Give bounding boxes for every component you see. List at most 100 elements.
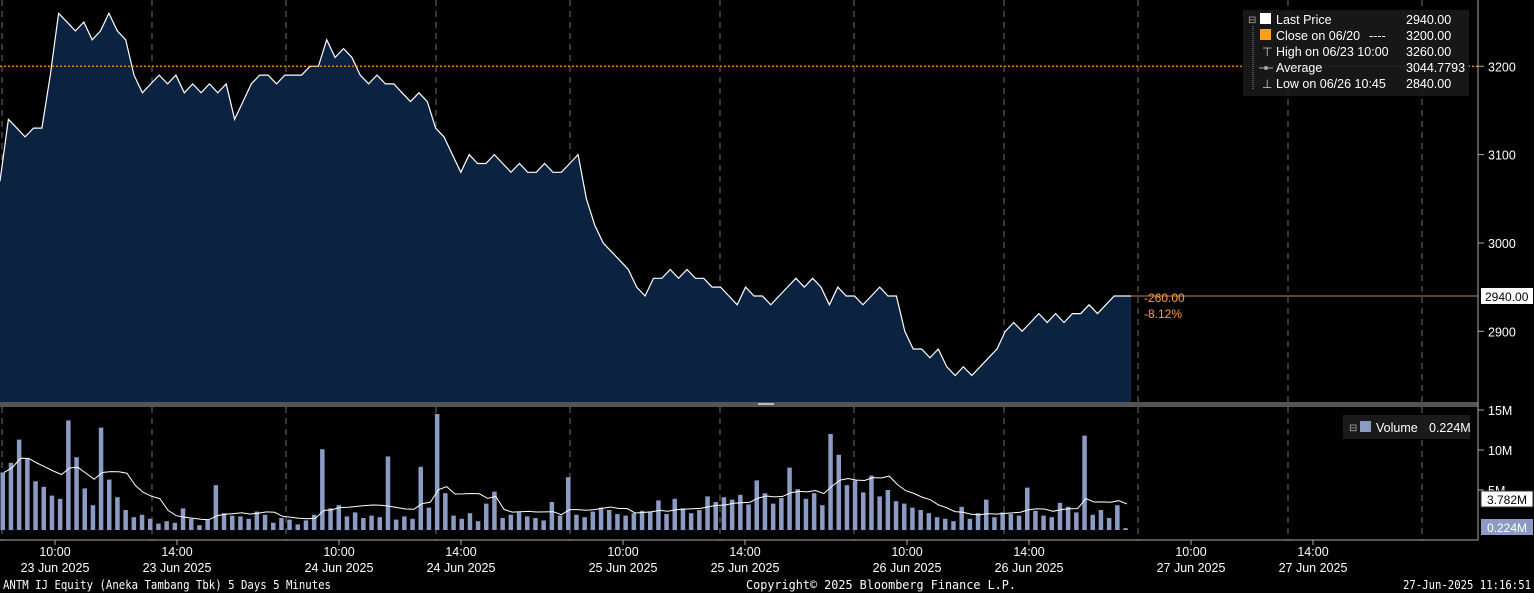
volume-bar	[98, 427, 104, 530]
change-value: -260.00	[1144, 291, 1185, 305]
volume-bar	[1049, 517, 1054, 530]
volume-bar	[238, 516, 243, 530]
volume-bar	[549, 502, 555, 530]
x-tick-date: 24 Jun 2025	[427, 561, 496, 575]
volume-bar	[361, 518, 366, 530]
volume-bar	[8, 462, 14, 530]
volume-bar	[1033, 510, 1038, 530]
volume-legend[interactable]: ⊟ Volume 0.224M	[1343, 415, 1471, 439]
volume-bar	[902, 503, 907, 530]
volume-bar	[992, 517, 997, 530]
volume-bar	[557, 515, 563, 530]
legend-high-label: High on 06/23 10:00	[1276, 45, 1389, 59]
x-tick-time: 14:00	[445, 545, 476, 559]
volume-bar	[672, 498, 677, 530]
volume-bar	[656, 500, 661, 530]
volume-bar	[434, 414, 440, 530]
volume-bar	[443, 493, 448, 530]
divider-handle[interactable]	[758, 403, 774, 405]
last-price-swatch	[1260, 13, 1271, 24]
legend-close-dash: ----	[1369, 29, 1386, 43]
volume-bar	[738, 494, 743, 530]
volume-bar	[844, 485, 850, 530]
volume-bar	[533, 518, 538, 530]
volume-bar	[869, 475, 874, 530]
volume-legend-collapse-icon[interactable]: ⊟	[1349, 423, 1357, 434]
volume-bar	[1074, 512, 1079, 530]
volume-bar	[574, 514, 579, 530]
volume-bar	[754, 480, 759, 530]
volume-bar	[41, 486, 46, 530]
volume-bar	[541, 520, 546, 530]
volume-last-tag: 0.224M	[1481, 519, 1533, 535]
volume-bar	[623, 515, 628, 530]
volume-bar	[721, 497, 727, 530]
volume-bar	[139, 514, 145, 530]
volume-bar	[1008, 514, 1014, 530]
volume-bar	[926, 513, 932, 530]
volume-bar	[607, 510, 612, 530]
volume-bar	[344, 516, 350, 530]
volume-bar	[615, 514, 620, 530]
volume-bar	[254, 511, 260, 530]
volume-bar	[311, 514, 317, 530]
volume-bar	[836, 454, 841, 530]
volume-bar	[271, 522, 276, 530]
volume-bar	[984, 499, 989, 530]
volume-swatch	[1360, 421, 1371, 432]
volume-bar	[148, 518, 153, 530]
volume-ma-tag: 3.782M	[1480, 490, 1534, 508]
volume-bar	[402, 516, 407, 530]
volume-bar	[820, 505, 825, 530]
x-tick-time: 14:00	[1297, 545, 1328, 559]
volume-bar	[336, 505, 341, 530]
volume-bar	[1123, 528, 1128, 530]
volume-bar	[49, 495, 55, 530]
price-area	[0, 13, 1131, 403]
panel-divider[interactable]	[0, 402, 1478, 407]
legend-low-label: Low on 06/26 10:45	[1276, 77, 1386, 91]
volume-bar	[221, 513, 227, 530]
volume-bar	[189, 518, 194, 530]
high-marker-icon: ⊤	[1262, 45, 1272, 59]
volume-bar	[295, 524, 300, 530]
volume-bar	[852, 480, 858, 530]
legend-collapse-icon[interactable]: ⊟	[1248, 15, 1256, 26]
volume-bar	[492, 491, 497, 530]
volume-bar	[328, 508, 333, 530]
legend-low-value: 2840.00	[1406, 77, 1451, 91]
volume-bar	[123, 510, 128, 530]
x-tick-date: 26 Jun 2025	[873, 561, 942, 575]
legend-last-price-value: 2940.00	[1406, 13, 1451, 27]
volume-bar	[1025, 487, 1030, 530]
volume-bar	[697, 510, 702, 530]
x-tick-date: 25 Jun 2025	[589, 561, 658, 575]
volume-bar	[57, 498, 63, 530]
x-tick-date: 27 Jun 2025	[1279, 561, 1348, 575]
volume-bar	[1057, 502, 1063, 530]
volume-bar	[230, 515, 235, 530]
volume-bar	[16, 439, 22, 530]
last-price-tag: 2940.00	[1481, 287, 1533, 304]
volume-bar	[459, 518, 464, 530]
volume-moving-average	[3, 457, 1128, 521]
volume-bar	[115, 497, 120, 530]
volume-bar	[180, 508, 186, 530]
change-percent: -8.12%	[1144, 307, 1182, 321]
volume-y-tick-label: 10M	[1488, 444, 1512, 458]
volume-bar	[131, 517, 137, 530]
x-tick-date: 24 Jun 2025	[305, 561, 374, 575]
volume-bar	[385, 456, 391, 530]
volume-bar	[762, 493, 768, 530]
price-legend[interactable]: ⊟ Last Price 2940.00 Close on 06/20 ----…	[1243, 10, 1469, 96]
volume-bar	[1041, 515, 1046, 530]
footer-security: ANTM IJ Equity (Aneka Tambang Tbk) 5 Day…	[3, 578, 331, 592]
volume-bar	[475, 521, 481, 530]
volume-bar	[877, 496, 882, 530]
volume-bar	[1016, 515, 1022, 530]
volume-bar	[967, 518, 973, 530]
volume-bar	[951, 521, 956, 530]
volume-bar	[590, 511, 596, 530]
volume-bar	[1065, 506, 1071, 530]
volume-bar	[1082, 435, 1087, 530]
